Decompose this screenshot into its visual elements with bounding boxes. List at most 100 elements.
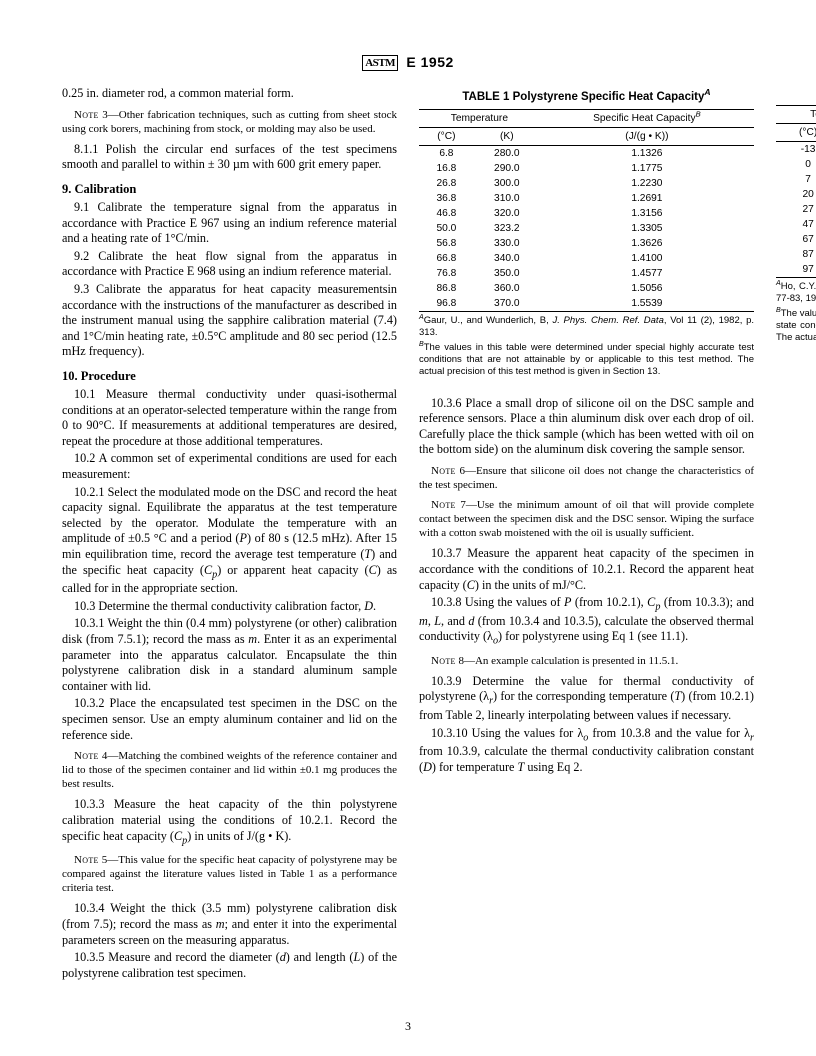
p-1021: 10.2.1 Select the modulated mode on the … (62, 485, 397, 597)
note-8: Note 8—An example calculation is present… (419, 654, 754, 668)
note-4-text: Matching the combined weights of the ref… (62, 750, 397, 790)
table-cell: 0 (776, 157, 816, 172)
t: The values in this table were determined… (776, 308, 816, 343)
table-cell: 1.4100 (540, 251, 754, 266)
table-cell: 310.0 (474, 191, 540, 206)
p-92: 9.2 Calibrate the heat flow signal from … (62, 249, 397, 280)
p-1039: 10.3.9 Determine the value for thermal c… (419, 674, 754, 724)
t: (from 10.2.1), (571, 595, 647, 609)
note-label: Note (431, 465, 456, 477)
table-cell: 56.8 (419, 236, 474, 251)
table-row: 96.8370.01.5539 (419, 296, 754, 312)
table-row: 76.8350.01.4577 (419, 266, 754, 281)
table-2-footnote-b: BThe values in this table were determine… (776, 308, 816, 344)
table-cell: 1.4577 (540, 266, 754, 281)
table-row: 72800.1514 (776, 172, 816, 187)
body-columns: 0.25 in. diameter rod, a common material… (62, 86, 754, 1016)
t: (from 10.3.3); and (660, 595, 754, 609)
p-1035: 10.3.5 Measure and record the diameter (… (62, 950, 397, 981)
table-cell: 1.3305 (540, 221, 754, 236)
page-number: 3 (0, 1019, 816, 1034)
table-2-title: TABLE 2 Polystyrene Thermal Conductivity… (776, 86, 816, 101)
t: ) for polystyrene using Eq 1 (see 11.1). (498, 629, 688, 643)
table-row: 26.8300.01.2230 (419, 176, 754, 191)
note-6-text: Ensure that silicone oil does not change… (419, 465, 754, 491)
astm-logo: ASTM (362, 55, 398, 71)
p-1031: 10.3.1 Weight the thin (0.4 mm) polystyr… (62, 616, 397, 694)
note-3-text: Other fabrication techniques, such as cu… (62, 109, 397, 135)
table-2: TABLE 2 Polystyrene Thermal Conductivity… (776, 86, 816, 344)
table-1: TABLE 1 Polystyrene Specific Heat Capaci… (419, 90, 754, 378)
note-5: Note 5—This value for the specific heat … (62, 853, 397, 895)
t: from 10.3.8 and the value for λ (588, 726, 750, 740)
p-101: 10.1 Measure thermal conductivity under … (62, 387, 397, 449)
th-k: (K) (474, 127, 540, 145)
table-cell: 50.0 (419, 221, 474, 236)
section-10-heading: 10. Procedure (62, 368, 397, 384)
table-row: 202930.1529 (776, 187, 816, 202)
p-1033: 10.3.3 Measure the heat capacity of the … (62, 797, 397, 847)
th-shc: Specific Heat CapacityB (540, 109, 754, 127)
table-cell: 76.8 (419, 266, 474, 281)
page: ASTM E 1952 0.25 in. diameter rod, a com… (0, 0, 816, 1056)
table-cell: 26.8 (419, 176, 474, 191)
table-2-grid: Temperature Thermal ConductivityB (°C) (… (776, 105, 816, 279)
page-header: ASTM E 1952 (62, 54, 754, 72)
t: , and (441, 614, 468, 628)
designation: E 1952 (406, 54, 453, 70)
table-row: 473200.1562 (776, 217, 816, 232)
note-label: Note (74, 109, 99, 121)
table-cell: 97 (776, 262, 816, 278)
p-93: 9.3 Calibrate the apparatus for heat cap… (62, 282, 397, 360)
p-91: 9.1 Calibrate the temperature signal fro… (62, 200, 397, 247)
table-cell: 280.0 (474, 145, 540, 161)
table-cell: 1.5056 (540, 281, 754, 296)
table-row: 66.8340.01.4100 (419, 251, 754, 266)
p-1032: 10.3.2 Place the encapsulated test speci… (62, 696, 397, 743)
table-cell: 1.2230 (540, 176, 754, 191)
table-cell: 320.0 (474, 206, 540, 221)
table-cell: 350.0 (474, 266, 540, 281)
table-row: -132600.1480 (776, 141, 816, 157)
note-label: Note (431, 655, 456, 667)
table-row: 16.8290.01.1775 (419, 161, 754, 176)
section-9-heading: 9. Calibration (62, 181, 397, 197)
note-6: Note 6—Ensure that silicone oil does not… (419, 464, 754, 492)
table-cell: 370.0 (474, 296, 540, 312)
t: J. Phys. Chem. Ref. Data (552, 315, 663, 326)
t: TABLE 1 Polystyrene Specific Heat Capaci… (462, 91, 704, 103)
note-4: Note 4—Matching the combined weights of … (62, 749, 397, 791)
table-row: 46.8320.01.3156 (419, 206, 754, 221)
t: 10.3.5 Measure and record the diameter ( (74, 950, 280, 964)
table-cell: 1.3626 (540, 236, 754, 251)
table-1-footnote-b: BThe values in this table were determine… (419, 342, 754, 378)
table-cell: -13 (776, 141, 816, 157)
table-2-footnote-a: AHo, C.Y., Desai, P.D., Wu, K.T., Havill… (776, 281, 816, 305)
table-cell: 20 (776, 187, 816, 202)
table-row: 873600.1605 (776, 247, 816, 262)
th-u: (J/(g • K)) (540, 127, 754, 145)
table-cell: 67 (776, 232, 816, 247)
table-cell: 300.0 (474, 176, 540, 191)
t: ) for the corresponding temperature ( (493, 689, 674, 703)
note-8-text: An example calculation is presented in 1… (475, 655, 678, 667)
table-cell: 86.8 (419, 281, 474, 296)
t: 10.3.10 Using the values for λ (431, 726, 583, 740)
table-cell: 66.8 (419, 251, 474, 266)
note-3: Note 3—Other fabrication techniques, suc… (62, 108, 397, 136)
table-1-grid: Temperature Specific Heat CapacityB (°C)… (419, 109, 754, 313)
t: ) or apparent heat capacity ( (217, 563, 368, 577)
table-row: 36.8310.01.2691 (419, 191, 754, 206)
p-10310: 10.3.10 Using the values for λo from 10.… (419, 726, 754, 776)
note-7: Note 7—Use the minimum amount of oil tha… (419, 498, 754, 540)
table-cell: 360.0 (474, 281, 540, 296)
table-row: 273000.1539 (776, 202, 816, 217)
table-cell: 1.1326 (540, 145, 754, 161)
p-102: 10.2 A common set of experimental condit… (62, 451, 397, 482)
table-cell: 36.8 (419, 191, 474, 206)
t: Gaur, U., and Wunderlich, B, (424, 315, 553, 326)
p-811: 8.1.1 Polish the circular end surfaces o… (62, 142, 397, 173)
table-cell: 340.0 (474, 251, 540, 266)
p-103: 10.3 Determine the thermal conductivity … (62, 599, 397, 615)
table-cell: 16.8 (419, 161, 474, 176)
